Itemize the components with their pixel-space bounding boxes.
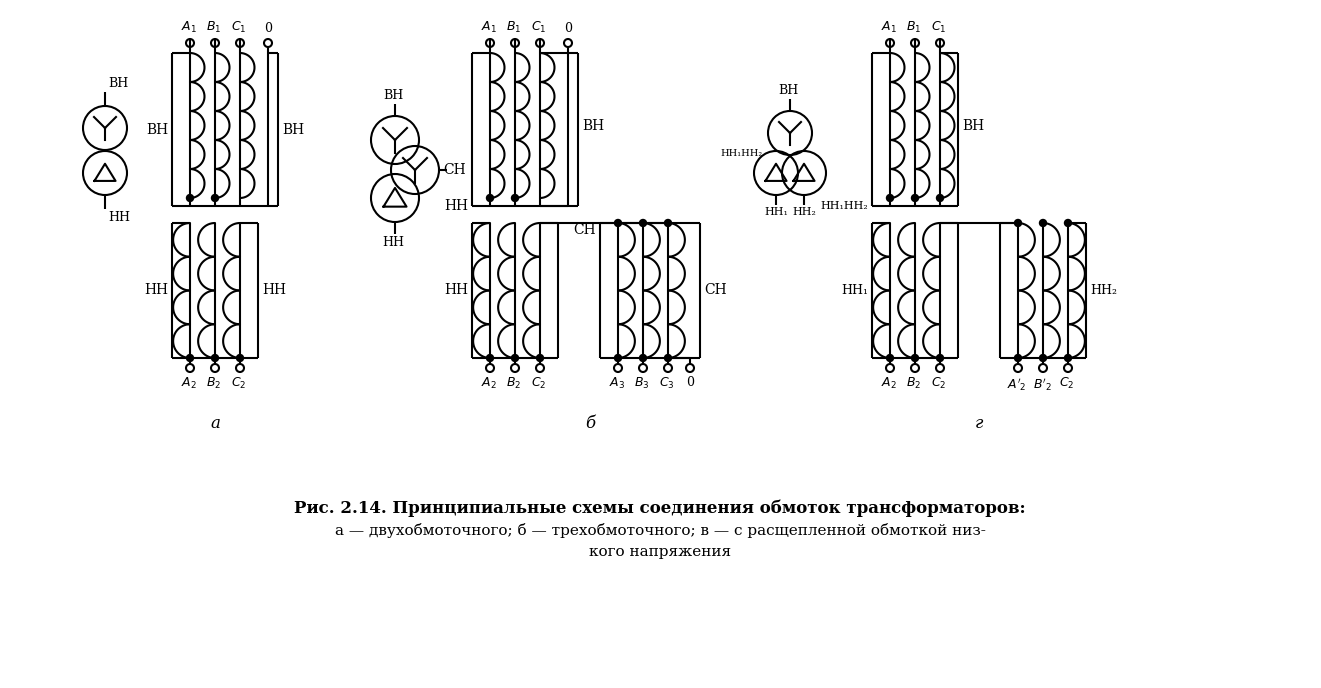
Text: $B_2$: $B_2$ [206,376,222,391]
Text: $A_2$: $A_2$ [181,376,197,391]
Circle shape [937,195,943,202]
Text: НН₂: НН₂ [1090,284,1118,297]
Circle shape [236,354,243,361]
Text: $C_2$: $C_2$ [231,376,247,391]
Text: 0: 0 [564,22,572,35]
Circle shape [1040,219,1046,226]
Text: $A_1$: $A_1$ [881,20,897,35]
Text: $B_1$: $B_1$ [906,20,922,35]
Text: НН₂: НН₂ [793,207,816,217]
Text: кого напряжения: кого напряжения [589,545,731,559]
Text: $B_1$: $B_1$ [206,20,222,35]
Circle shape [911,195,918,202]
Circle shape [186,195,193,202]
Text: $B_3$: $B_3$ [634,376,650,391]
Circle shape [639,219,646,226]
Circle shape [511,195,519,202]
Text: Рис. 2.14. Принципиальные схемы соединения обмоток трансформаторов:: Рис. 2.14. Принципиальные схемы соединен… [295,499,1026,517]
Circle shape [664,219,671,226]
Circle shape [186,354,193,361]
Text: $C_1$: $C_1$ [231,20,247,35]
Text: $B'_2$: $B'_2$ [1033,376,1052,393]
Text: ВН: ВН [281,122,304,136]
Circle shape [486,354,494,361]
Circle shape [511,354,519,361]
Circle shape [536,354,543,361]
Text: ВН: ВН [108,77,128,90]
Text: $C_2$: $C_2$ [931,376,947,391]
Circle shape [937,354,943,361]
Text: $C_1$: $C_1$ [931,20,947,35]
Text: НН₁НН₂: НН₁НН₂ [721,149,764,158]
Text: $A_2$: $A_2$ [481,376,497,391]
Text: ВН: ВН [145,122,168,136]
Text: г: г [975,414,983,431]
Text: НН₁: НН₁ [841,284,868,297]
Circle shape [614,219,621,226]
Text: б: б [585,414,594,431]
Circle shape [614,354,621,361]
Text: 0: 0 [686,376,694,389]
Text: НН: НН [444,283,468,297]
Text: НН₁НН₂: НН₁НН₂ [820,201,868,211]
Text: НН: НН [144,283,168,297]
Circle shape [911,354,918,361]
Circle shape [639,354,646,361]
Text: $B_1$: $B_1$ [506,20,522,35]
Text: НН: НН [382,236,404,249]
Text: $C_2$: $C_2$ [1059,376,1075,391]
Text: НН: НН [108,211,129,224]
Text: $A_2$: $A_2$ [881,376,897,391]
Circle shape [211,195,218,202]
Text: $B_2$: $B_2$ [506,376,522,391]
Circle shape [1015,219,1021,226]
Text: $A_1$: $A_1$ [181,20,197,35]
Text: ВН: ВН [778,84,798,97]
Text: $A_1$: $A_1$ [481,20,497,35]
Circle shape [1065,354,1071,361]
Text: НН₁: НН₁ [764,207,787,217]
Text: ВН: ВН [583,118,604,133]
Text: ВН: ВН [962,118,984,133]
Circle shape [211,354,218,361]
Text: НН: НН [444,199,468,213]
Text: НН: НН [262,283,287,297]
Text: СН: СН [573,223,596,237]
Circle shape [1015,354,1021,361]
Circle shape [886,354,893,361]
Circle shape [486,195,494,202]
Text: $C_3$: $C_3$ [659,376,675,391]
Text: $C_2$: $C_2$ [531,376,547,391]
Circle shape [1065,219,1071,226]
Text: СН: СН [443,163,465,177]
Text: а: а [210,414,219,431]
Text: $B_2$: $B_2$ [906,376,922,391]
Text: $A_3$: $A_3$ [609,376,625,391]
Text: $A'_2$: $A'_2$ [1007,376,1026,393]
Circle shape [886,195,893,202]
Text: СН: СН [704,283,727,297]
Text: 0: 0 [264,22,272,35]
Text: а — двухобмоточного; б — трехобмоточного; в — с расщепленной обмоткой низ-: а — двухобмоточного; б — трехобмоточного… [334,524,985,539]
Circle shape [664,354,671,361]
Text: ВН: ВН [383,89,403,102]
Text: $C_1$: $C_1$ [531,20,547,35]
Circle shape [1040,354,1046,361]
